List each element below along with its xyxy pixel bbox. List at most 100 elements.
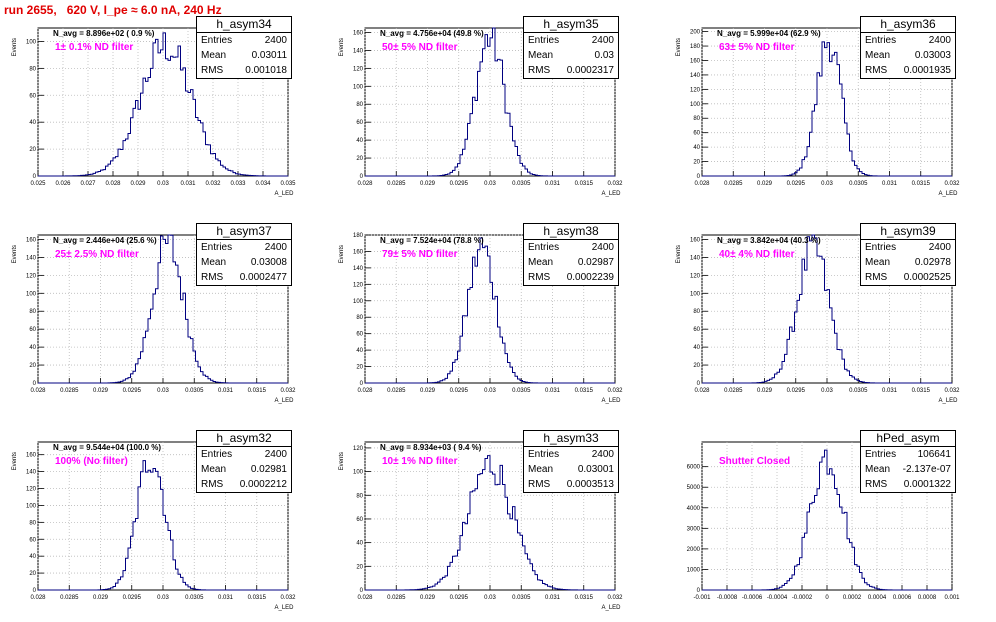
stats-box: h_asym35 Entries 2400 Mean 0.03 RMS 0.0002317 xyxy=(523,16,619,79)
stats-title: h_asym37 xyxy=(197,224,291,240)
y-tick-label: 180 xyxy=(690,44,701,50)
histogram-line xyxy=(365,27,615,177)
y-tick-label: 40 xyxy=(29,554,36,560)
x-axis-label: A_LED xyxy=(601,398,621,404)
x-tick-label: 0.032 xyxy=(280,388,296,394)
y-axis-label: Events xyxy=(676,245,682,263)
x-tick-label: 0.0305 xyxy=(185,595,204,601)
stats-key: Entries xyxy=(201,449,233,460)
y-tick-label: 100 xyxy=(26,39,37,45)
x-tick-label: 0.029 xyxy=(420,595,436,601)
stats-row-mean: Mean 0.03003 xyxy=(861,48,955,63)
stats-value: 0.03 xyxy=(594,50,614,61)
x-tick-label: 0.0285 xyxy=(724,388,743,394)
stats-row-entries: Entries 2400 xyxy=(861,240,955,255)
stats-box: h_asym36 Entries 2400 Mean 0.03003 RMS 0.00019… xyxy=(860,16,956,79)
navg-annotation: N_avg = 7.524e+04 (78.8 %) xyxy=(380,236,484,245)
x-tick-label: 0.0305 xyxy=(512,595,531,601)
navg-annotation: N_avg = 8.896e+02 ( 0.9 %) xyxy=(53,29,155,38)
stats-title: h_asym35 xyxy=(524,17,618,33)
stats-row-entries: Entries 2400 xyxy=(524,447,618,462)
x-tick-label: 0.03 xyxy=(484,388,496,394)
x-tick-label: 0.031 xyxy=(882,181,898,187)
filter-label: 10± 1% ND filter xyxy=(382,456,458,467)
x-tick-label: 0.0315 xyxy=(575,181,594,187)
y-tick-label: 60 xyxy=(356,120,363,126)
x-tick-label: 0.0305 xyxy=(849,181,868,187)
x-tick-label: 0.029 xyxy=(93,388,109,394)
x-tick-label: 0.028 xyxy=(694,388,710,394)
y-tick-label: 1000 xyxy=(687,567,701,573)
stats-value: 0.0001935 xyxy=(903,65,951,76)
y-tick-label: 40 xyxy=(356,348,363,354)
stats-key: RMS xyxy=(201,272,224,283)
y-axis-label: Events xyxy=(339,245,345,263)
histogram-line xyxy=(365,455,615,591)
stats-row-mean: Mean 0.03001 xyxy=(524,462,618,477)
x-axis-label: A_LED xyxy=(601,605,621,611)
x-tick-label: 0.03 xyxy=(157,181,169,187)
x-tick-label: 0.026 xyxy=(55,181,71,187)
stats-key: Entries xyxy=(528,449,560,460)
x-tick-label: 0.028 xyxy=(105,181,121,187)
stats-row-rms: RMS 0.0002239 xyxy=(524,270,618,285)
y-tick-label: 100 xyxy=(353,84,364,90)
x-tick-label: 0.0295 xyxy=(123,388,142,394)
y-axis-label: Events xyxy=(339,452,345,470)
stats-box: h_asym33 Entries 2400 Mean 0.03001 RMS 0.00035… xyxy=(523,430,619,493)
stats-value: 2400 xyxy=(264,35,287,46)
filter-label: 100% (No filter) xyxy=(55,456,128,467)
stats-value: 2400 xyxy=(264,449,287,460)
stats-key: RMS xyxy=(201,65,224,76)
y-tick-label: 160 xyxy=(26,237,37,243)
stats-key: Mean xyxy=(865,464,891,475)
x-tick-label: 0.0295 xyxy=(450,388,469,394)
stats-key: Mean xyxy=(528,464,554,475)
y-tick-label: 60 xyxy=(693,131,700,137)
y-tick-label: 80 xyxy=(29,520,36,526)
x-tick-label: 0.0002 xyxy=(843,595,862,601)
stats-value: 0.0002317 xyxy=(566,65,614,76)
navg-annotation: N_avg = 9.544e+04 (100.0 %) xyxy=(53,443,162,452)
stats-title: h_asym38 xyxy=(524,224,618,240)
stats-title: h_asym33 xyxy=(524,431,618,447)
stats-key: RMS xyxy=(528,479,551,490)
y-tick-label: 60 xyxy=(29,93,36,99)
stats-value: 0.03011 xyxy=(251,50,287,61)
y-tick-label: 160 xyxy=(26,453,37,459)
stats-value: 0.0002239 xyxy=(566,272,614,283)
x-tick-label: 0.032 xyxy=(944,388,960,394)
y-tick-label: 120 xyxy=(353,282,364,288)
x-tick-label: 0.031 xyxy=(545,595,561,601)
x-tick-label: 0.0315 xyxy=(575,595,594,601)
x-tick-label: -0.0004 xyxy=(767,595,788,601)
y-tick-label: 20 xyxy=(29,571,36,577)
x-axis-label: A_LED xyxy=(274,398,294,404)
y-tick-label: 140 xyxy=(353,266,364,272)
x-tick-label: 0.029 xyxy=(130,181,146,187)
stats-row-entries: Entries 2400 xyxy=(197,447,291,462)
x-tick-label: 0.035 xyxy=(280,181,296,187)
x-tick-label: 0.029 xyxy=(420,388,436,394)
histogram-line xyxy=(702,41,952,177)
filter-label: 50± 5% ND filter xyxy=(382,42,458,53)
stats-row-rms: RMS 0.0003513 xyxy=(524,477,618,492)
stats-key: Mean xyxy=(528,50,554,61)
filter-label: 63± 5% ND filter xyxy=(719,42,795,53)
y-axis-label: Events xyxy=(339,38,345,56)
y-tick-label: 120 xyxy=(26,487,37,493)
x-tick-label: 0.028 xyxy=(357,595,373,601)
y-tick-label: 100 xyxy=(690,291,701,297)
x-tick-label: 0.031 xyxy=(545,181,561,187)
stats-row-mean: Mean 0.02978 xyxy=(861,255,955,270)
x-tick-label: 0.0285 xyxy=(387,595,406,601)
x-tick-label: 0.0285 xyxy=(387,388,406,394)
stats-key: Entries xyxy=(865,449,897,460)
x-tick-label: 0.032 xyxy=(607,595,623,601)
y-tick-label: 60 xyxy=(356,517,363,523)
navg-annotation: N_avg = 2.446e+04 (25.6 %) xyxy=(53,236,157,245)
x-axis-label: A_LED xyxy=(274,605,294,611)
y-axis-label: Events xyxy=(676,38,682,56)
x-tick-label: 0.0315 xyxy=(912,181,931,187)
stats-row-mean: Mean 0.02987 xyxy=(524,255,618,270)
